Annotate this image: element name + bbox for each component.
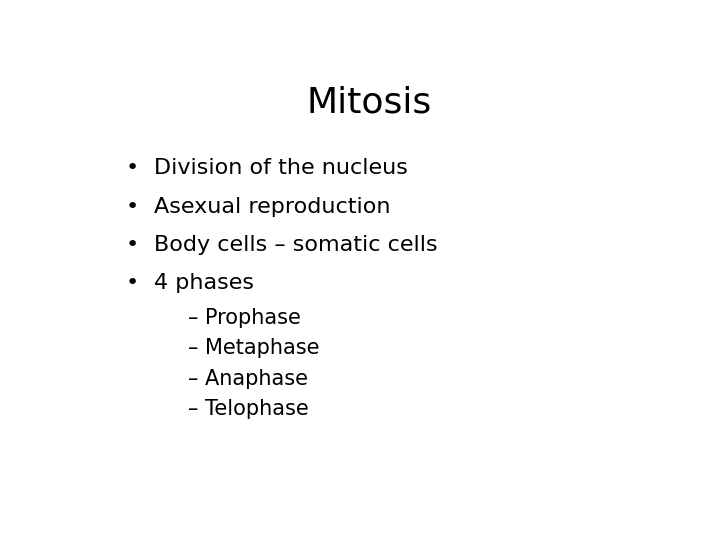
Text: Body cells – somatic cells: Body cells – somatic cells	[154, 235, 438, 255]
Text: – Metaphase: – Metaphase	[188, 339, 319, 359]
Text: Asexual reproduction: Asexual reproduction	[154, 197, 391, 217]
Text: Division of the nucleus: Division of the nucleus	[154, 158, 408, 178]
Text: •: •	[125, 197, 138, 217]
Text: 4 phases: 4 phases	[154, 273, 254, 293]
Text: •: •	[125, 158, 138, 178]
Text: •: •	[125, 235, 138, 255]
Text: – Anaphase: – Anaphase	[188, 369, 307, 389]
Text: •: •	[125, 273, 138, 293]
Text: Mitosis: Mitosis	[307, 85, 431, 119]
Text: – Telophase: – Telophase	[188, 399, 308, 419]
Text: – Prophase: – Prophase	[188, 308, 300, 328]
